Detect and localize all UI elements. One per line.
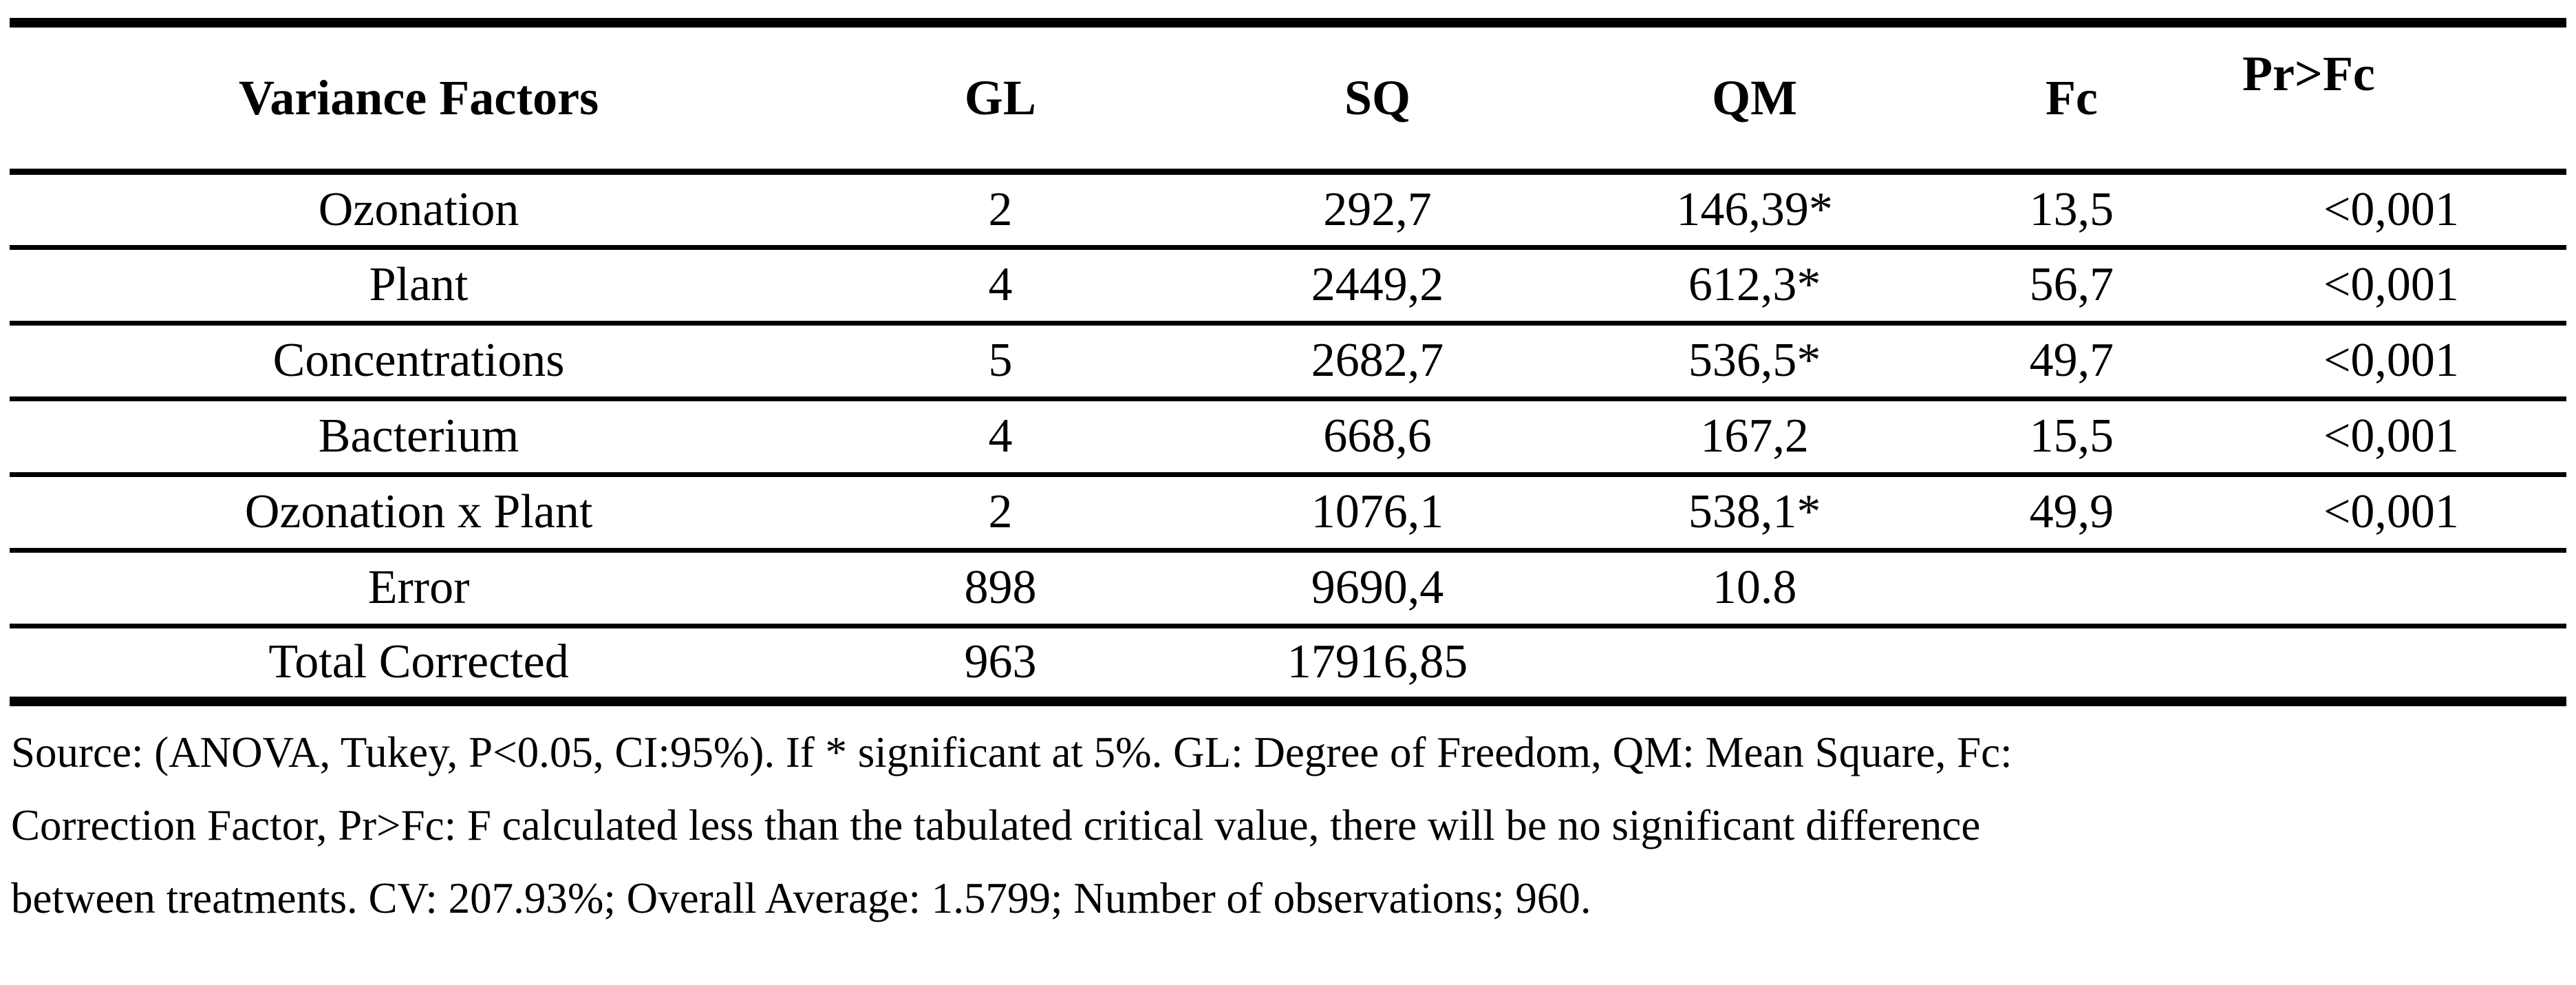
cell-fc: 56,7 xyxy=(1926,247,2216,326)
cell-fc xyxy=(1926,550,2216,628)
column-header-fc: Fc xyxy=(1926,23,2216,175)
column-header-sq: SQ xyxy=(1172,23,1582,175)
cell-factor: Bacterium xyxy=(10,399,828,477)
table-row-bacterium: Bacterium 4 668,6 167,2 15,5 <0,001 xyxy=(10,399,2566,477)
footnote-line-3: between treatments. CV: 207.93%; Overall… xyxy=(11,874,1591,922)
cell-fc: 49,7 xyxy=(1926,323,2216,401)
table-row-total-corrected: Total Corrected 963 17916,85 xyxy=(10,626,2566,701)
cell-factor: Ozonation xyxy=(10,171,828,250)
cell-qm: 536,5* xyxy=(1582,323,1927,401)
cell-sq: 2449,2 xyxy=(1172,247,1582,326)
cell-factor: Plant xyxy=(10,247,828,326)
cell-sq: 9690,4 xyxy=(1172,550,1582,628)
cell-qm: 612,3* xyxy=(1582,247,1927,326)
cell-gl: 963 xyxy=(964,635,1037,689)
header-row: Variance Factors GL SQ QM Fc Pr>Fc xyxy=(10,23,2566,175)
cell-fc xyxy=(1927,626,2216,701)
footnote-line-2: Correction Factor, Pr>Fc: F calculated l… xyxy=(11,801,1981,849)
cell-gl: 4 xyxy=(828,399,1173,477)
cell-sq: 17916,85 xyxy=(1287,635,1468,689)
table-footnote: Source: (ANOVA, Tukey, P<0.05, CI:95%). … xyxy=(10,716,2566,935)
cell-qm xyxy=(1582,626,1927,701)
cell-gl: 4 xyxy=(828,247,1173,326)
table-row-error: Error 898 9690,4 10.8 xyxy=(10,550,2566,628)
cell-qm: 10.8 xyxy=(1582,550,1927,628)
cell-sq: 2682,7 xyxy=(1172,323,1582,401)
cell-factor: Ozonation x Plant xyxy=(10,474,828,553)
cell-pr: <0,001 xyxy=(2215,171,2566,250)
cell-gl: 5 xyxy=(828,323,1173,401)
column-header-variance-factors: Variance Factors xyxy=(10,23,828,175)
table-row-ozonation-x-plant: Ozonation x Plant 2 1076,1 538,1* 49,9 <… xyxy=(10,474,2566,553)
cell-gl: 898 xyxy=(828,550,1173,628)
cell-factor: Error xyxy=(10,550,828,628)
cell-sq: 668,6 xyxy=(1172,399,1582,477)
cell-pr xyxy=(2215,550,2566,628)
cell-qm: 167,2 xyxy=(1582,399,1927,477)
cell-sq: 1076,1 xyxy=(1172,474,1582,553)
cell-pr: <0,001 xyxy=(2215,474,2566,553)
cell-gl: 2 xyxy=(828,171,1173,250)
cell-pr: <0,001 xyxy=(2215,247,2566,326)
table-row-ozonation: Ozonation 2 292,7 146,39* 13,5 <0,001 xyxy=(10,171,2566,250)
table-row-plant: Plant 4 2449,2 612,3* 56,7 <0,001 xyxy=(10,247,2566,326)
cell-fc: 13,5 xyxy=(1926,171,2216,250)
footnote-line-1: Source: (ANOVA, Tukey, P<0.05, CI:95%). … xyxy=(11,728,2012,776)
table-row-concentrations: Concentrations 5 2682,7 536,5* 49,7 <0,0… xyxy=(10,323,2566,401)
cell-pr: <0,001 xyxy=(2215,399,2566,477)
cell-qm: 146,39* xyxy=(1582,171,1927,250)
cell-pr xyxy=(2216,626,2566,701)
cell-gl: 2 xyxy=(828,474,1173,553)
cell-fc: 15,5 xyxy=(1926,399,2216,477)
cell-factor: Total Corrected xyxy=(268,635,569,689)
column-header-gl: GL xyxy=(828,23,1173,175)
cell-fc: 49,9 xyxy=(1926,474,2216,553)
anova-table: Variance Factors GL SQ QM Fc Pr>Fc Ozona… xyxy=(10,18,2566,706)
column-header-qm: QM xyxy=(1582,23,1927,175)
cell-pr: <0,001 xyxy=(2215,323,2566,401)
cell-sq: 292,7 xyxy=(1172,171,1582,250)
cell-factor: Concentrations xyxy=(10,323,828,401)
cell-qm: 538,1* xyxy=(1582,474,1927,553)
column-header-pr-fc: Pr>Fc xyxy=(2215,23,2566,175)
